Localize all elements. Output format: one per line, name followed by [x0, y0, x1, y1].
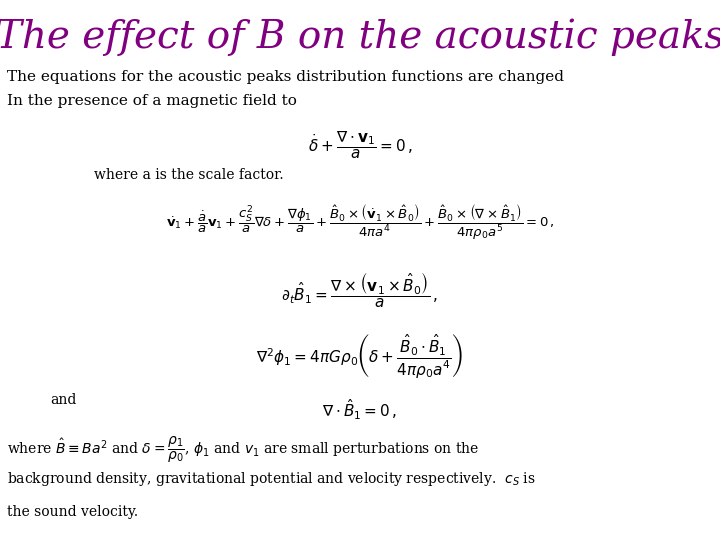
Text: $\nabla \cdot \hat{B}_1 = 0 \,,$: $\nabla \cdot \hat{B}_1 = 0 \,,$: [323, 397, 397, 422]
Text: where a is the scale factor.: where a is the scale factor.: [94, 168, 283, 183]
Text: $\dot{\delta} + \dfrac{\nabla \cdot \mathbf{v}_1}{a} = 0 \,,$: $\dot{\delta} + \dfrac{\nabla \cdot \mat…: [307, 130, 413, 161]
Text: and: and: [50, 393, 77, 407]
Text: The effect of B on the acoustic peaks: The effect of B on the acoustic peaks: [0, 19, 720, 56]
Text: In the presence of a magnetic field to: In the presence of a magnetic field to: [7, 94, 297, 109]
Text: $\dot{\mathbf{v}}_1 + \dfrac{\dot{a}}{a}\mathbf{v}_1 + \dfrac{c_S^2}{a}\nabla\de: $\dot{\mathbf{v}}_1 + \dfrac{\dot{a}}{a}…: [166, 202, 554, 242]
Text: $\partial_t \hat{B}_1 = \dfrac{\nabla \times \left(\mathbf{v}_1 \times \hat{B}_0: $\partial_t \hat{B}_1 = \dfrac{\nabla \t…: [282, 270, 438, 310]
Text: The equations for the acoustic peaks distribution functions are changed: The equations for the acoustic peaks dis…: [7, 70, 564, 84]
Text: where $\hat{B} \equiv Ba^2$ and $\delta = \dfrac{\rho_1}{\rho_0}$, $\phi_1$ and : where $\hat{B} \equiv Ba^2$ and $\delta …: [7, 435, 480, 465]
Text: background density, gravitational potential and velocity respectively.  $c_S$ is: background density, gravitational potent…: [7, 470, 536, 488]
Text: the sound velocity.: the sound velocity.: [7, 505, 138, 519]
Text: $\nabla^2\phi_1 = 4\pi G\rho_0\left(\delta + \dfrac{\hat{B}_0 \cdot \hat{B}_1}{4: $\nabla^2\phi_1 = 4\pi G\rho_0\left(\del…: [256, 332, 464, 380]
